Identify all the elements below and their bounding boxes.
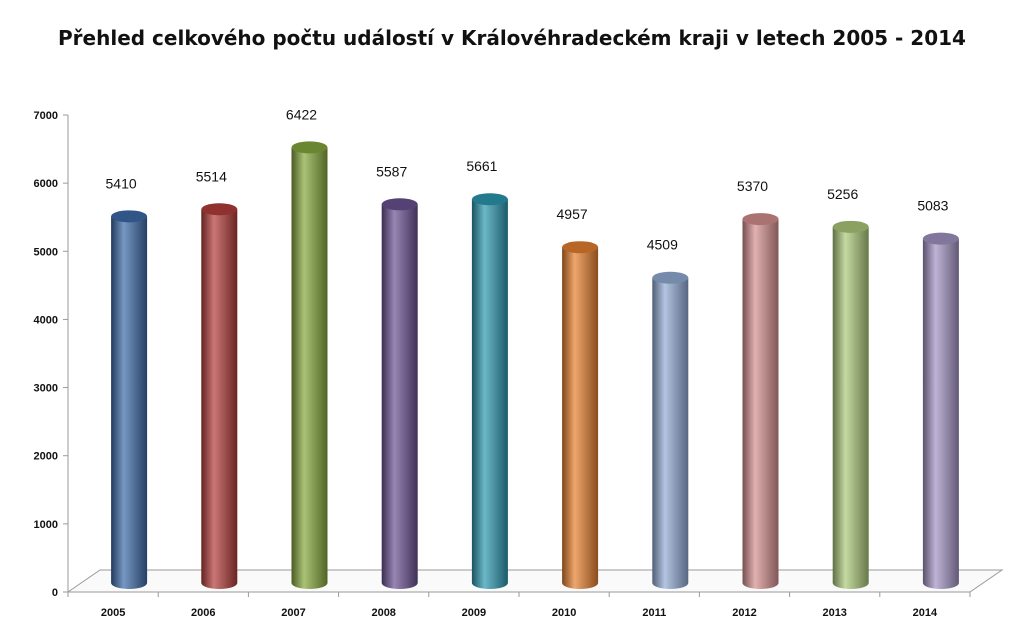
bar-2013 bbox=[832, 220, 869, 590]
bar-cap bbox=[201, 203, 238, 216]
bar-2011 bbox=[652, 271, 689, 589]
bar-cap bbox=[832, 220, 869, 233]
value-label-2011: 4509 bbox=[647, 237, 678, 253]
bar-cap bbox=[111, 210, 148, 223]
bar-cap bbox=[652, 271, 689, 284]
y-tick-label: 0 bbox=[52, 587, 58, 599]
bar-2006 bbox=[201, 203, 238, 589]
y-tick-label: 2000 bbox=[34, 451, 58, 463]
bar-2005 bbox=[111, 210, 148, 589]
value-label-2010: 4957 bbox=[557, 206, 588, 222]
x-tick-label: 2008 bbox=[371, 607, 395, 619]
bar-body bbox=[832, 226, 869, 590]
bar-2014 bbox=[922, 232, 959, 589]
bar-cap bbox=[291, 141, 328, 154]
y-tick-label: 3000 bbox=[34, 383, 58, 395]
y-tick-label: 5000 bbox=[34, 246, 58, 258]
bar-cap bbox=[922, 232, 959, 245]
x-tick-label: 2006 bbox=[191, 607, 215, 619]
bars bbox=[111, 141, 959, 590]
bar-cap bbox=[381, 198, 418, 211]
bar-body bbox=[471, 199, 508, 589]
y-tick-label: 1000 bbox=[34, 519, 58, 531]
bar-cap bbox=[562, 241, 599, 254]
y-tick-label: 7000 bbox=[34, 110, 58, 122]
value-label-2005: 5410 bbox=[106, 175, 137, 191]
x-tick-label: 2014 bbox=[913, 607, 938, 619]
bar-body bbox=[201, 209, 238, 589]
bar-body bbox=[562, 247, 599, 589]
bar-2008 bbox=[381, 198, 418, 589]
x-tick-label: 2012 bbox=[732, 607, 756, 619]
value-label-2006: 5514 bbox=[196, 168, 227, 184]
bar-2010 bbox=[562, 241, 599, 589]
chart-title: Přehled celkového počtu událostí v Králo… bbox=[58, 26, 966, 50]
bar-body bbox=[291, 147, 328, 589]
bar-2012 bbox=[742, 213, 779, 589]
bar-2007 bbox=[291, 141, 328, 589]
value-label-2007: 6422 bbox=[286, 106, 317, 122]
x-tick-label: 2007 bbox=[281, 607, 305, 619]
value-label-2013: 5256 bbox=[827, 186, 858, 202]
x-tick-label: 2009 bbox=[462, 607, 486, 619]
value-label-2008: 5587 bbox=[376, 163, 407, 179]
x-tick-label: 2013 bbox=[822, 607, 846, 619]
bar-body bbox=[111, 216, 148, 589]
x-tick-label: 2010 bbox=[552, 607, 576, 619]
labels: 0 1000 2000 3000 4000 5000 6000 7000 5410 2005 551… bbox=[34, 106, 949, 619]
x-tick-label: 2011 bbox=[642, 607, 666, 619]
value-label-2009: 5661 bbox=[466, 158, 497, 174]
bar-body bbox=[922, 238, 959, 589]
bar-cap bbox=[742, 213, 779, 226]
bar-body bbox=[742, 219, 779, 589]
bar-body bbox=[652, 277, 689, 589]
x-tick-label: 2005 bbox=[101, 607, 125, 619]
bar-cap bbox=[471, 193, 508, 206]
bar-body bbox=[381, 204, 418, 589]
y-tick-label: 4000 bbox=[34, 314, 58, 326]
y-tick-label: 6000 bbox=[34, 178, 58, 190]
bar-2009 bbox=[471, 193, 508, 589]
value-label-2012: 5370 bbox=[737, 178, 768, 194]
value-label-2014: 5083 bbox=[917, 198, 948, 214]
